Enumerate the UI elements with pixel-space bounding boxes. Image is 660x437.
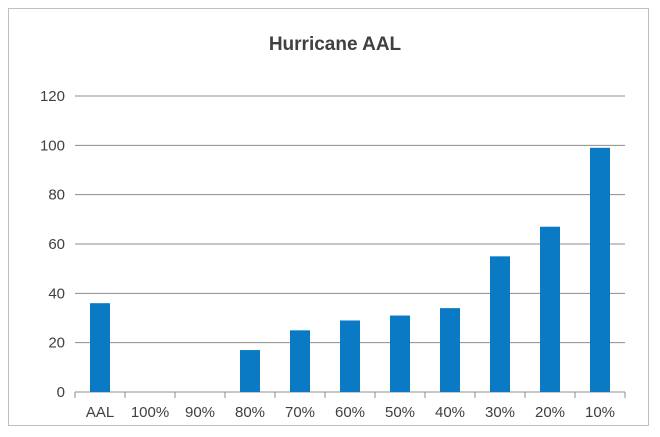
y-tick-label: 20 [48,335,65,352]
x-tick-label: 70% [285,404,315,421]
bar-80pct [240,350,260,392]
x-axis-ticks: AAL 100% 90% 80% 70% 60% 50% 40% 30% 20% 10% [74,392,626,421]
bars [90,147,610,392]
x-tick-label: 40% [435,404,465,421]
bar-10pct [590,147,610,392]
x-tick-label: 80% [235,404,265,421]
x-tick-label: AAL [86,404,114,421]
y-tick-label: 100 [40,137,65,154]
bar-60pct [340,320,360,392]
bar-70pct [290,330,310,392]
bar-30pct [490,256,510,392]
x-tick-label: 60% [335,404,365,421]
x-tick-label: 20% [535,404,565,421]
y-axis-ticks: 0 20 40 60 80 100 120 [40,88,65,401]
bar-aal [90,303,110,392]
y-tick-label: 120 [40,88,65,105]
y-tick-label: 80 [48,187,65,204]
x-tick-label: 10% [585,404,615,421]
bar-50pct [390,315,410,392]
bar-40pct [440,308,460,392]
chart-title: Hurricane AAL [269,34,402,55]
x-tick-label: 30% [485,404,515,421]
y-tick-label: 40 [48,285,65,302]
bar-20pct [540,226,560,392]
x-tick-label: 90% [185,404,215,421]
y-tick-label: 60 [48,236,65,253]
gridlines [75,95,625,393]
y-tick-label: 0 [57,384,65,401]
x-tick-label: 50% [385,404,415,421]
x-tick-label: 100% [131,404,169,421]
